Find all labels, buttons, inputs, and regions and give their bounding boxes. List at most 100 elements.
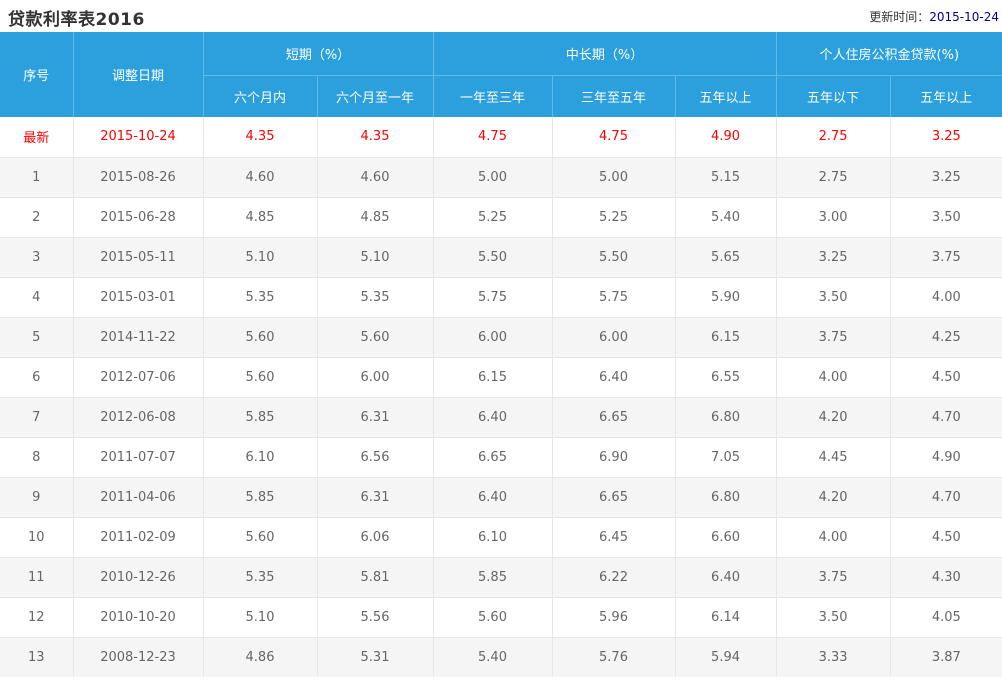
rate-cell: 5.76: [551, 636, 676, 677]
rate-row: 6 2012-07-06 5.60 6.00 6.15 6.40 6.55 4.00 4.50: [0, 356, 1002, 397]
rate-cell: 6.00: [316, 356, 434, 397]
rate-cell: 6.40: [674, 556, 777, 597]
update-time-value: 2015-10-24: [929, 10, 999, 24]
rate-cell: 6.40: [432, 476, 553, 517]
rate-cell: 5.10: [202, 236, 317, 277]
rate-cell: 4.00: [775, 356, 891, 397]
rate-cell: 6.40: [432, 396, 553, 437]
row-index-cell: 12: [0, 596, 73, 637]
rate-cell: 4.70: [889, 396, 1002, 437]
adjust-date-cell: 2015-10-24: [72, 117, 203, 157]
rate-cell: 4.45: [775, 436, 891, 477]
adjust-date-cell: 2015-08-26: [72, 156, 203, 197]
rate-cell: 4.60: [202, 156, 317, 197]
rate-cell: 4.50: [889, 356, 1002, 397]
rate-cell: 6.65: [432, 436, 553, 477]
row-index-cell: 8: [0, 436, 73, 477]
rate-cell: 5.25: [432, 196, 553, 237]
rate-cell: 6.40: [551, 356, 676, 397]
rate-cell: 6.65: [551, 476, 676, 517]
sub-column-header-4: 五年以上: [674, 74, 777, 117]
rate-cell: 4.60: [316, 156, 434, 197]
column-header-adjust-date: 调整日期: [72, 32, 203, 117]
sub-column-header-6: 五年以上: [889, 74, 1002, 117]
rate-cell: 3.50: [889, 196, 1002, 237]
rate-cell: 3.25: [889, 117, 1002, 157]
rate-cell: 2.75: [775, 117, 891, 157]
rate-cell: 5.10: [202, 596, 317, 637]
rate-cell: 5.85: [202, 396, 317, 437]
rate-row: 12 2010-10-20 5.10 5.56 5.60 5.96 6.14 3.50 4.05: [0, 596, 1002, 637]
rate-cell: 6.45: [551, 516, 676, 557]
adjust-date-cell: 2015-05-11: [72, 236, 203, 277]
group-header-mid-long-term: 中长期（%）: [432, 32, 777, 75]
rate-cell: 4.85: [316, 196, 434, 237]
rate-cell: 5.56: [316, 596, 434, 637]
rate-row: 1 2015-08-26 4.60 4.60 5.00 5.00 5.15 2.75 3.25: [0, 156, 1002, 197]
rate-cell: 4.90: [674, 117, 777, 157]
row-index-cell: 3: [0, 236, 73, 277]
rate-cell: 4.86: [202, 636, 317, 677]
row-index-cell: 2: [0, 196, 73, 237]
rate-cell: 6.22: [551, 556, 676, 597]
rate-row: 9 2011-04-06 5.85 6.31 6.40 6.65 6.80 4.20 4.70: [0, 476, 1002, 517]
rate-cell: 6.06: [316, 516, 434, 557]
sub-column-header-2: 一年至三年: [432, 74, 553, 117]
rate-cell: 3.87: [889, 636, 1002, 677]
rate-cell: 3.25: [775, 236, 891, 277]
rate-cell: 4.20: [775, 396, 891, 437]
rate-cell: 3.00: [775, 196, 891, 237]
table-header: 序号 调整日期 短期（%） 中长期（%） 个人住房公积金贷款(%) 六个月内 六个…: [0, 32, 1002, 117]
rate-cell: 4.85: [202, 196, 317, 237]
rate-cell: 3.50: [775, 276, 891, 317]
row-index-cell: 5: [0, 316, 73, 357]
row-index-cell: 11: [0, 556, 73, 597]
rate-cell: 4.90: [889, 436, 1002, 477]
rate-cell: 5.75: [432, 276, 553, 317]
adjust-date-cell: 2011-07-07: [72, 436, 203, 477]
rate-row: 11 2010-12-26 5.35 5.81 5.85 6.22 6.40 3.75 4.30: [0, 556, 1002, 597]
rate-cell: 6.00: [432, 316, 553, 357]
rate-cell: 5.75: [551, 276, 676, 317]
rate-cell: 4.25: [889, 316, 1002, 357]
rate-cell: 5.00: [551, 156, 676, 197]
rate-row: 5 2014-11-22 5.60 5.60 6.00 6.00 6.15 3.75 4.25: [0, 316, 1002, 357]
rate-cell: 6.10: [432, 516, 553, 557]
adjust-date-cell: 2012-06-08: [72, 396, 203, 437]
rate-cell: 3.75: [889, 236, 1002, 277]
rate-cell: 4.50: [889, 516, 1002, 557]
rate-cell: 5.40: [674, 196, 777, 237]
row-index-cell: 6: [0, 356, 73, 397]
rate-cell: 4.35: [316, 117, 434, 157]
rate-cell: 5.50: [551, 236, 676, 277]
rate-cell: 5.90: [674, 276, 777, 317]
rate-cell: 6.60: [674, 516, 777, 557]
row-index-cell: 10: [0, 516, 73, 557]
rate-cell: 5.96: [551, 596, 676, 637]
sub-column-header-0: 六个月内: [202, 74, 317, 117]
rate-cell: 5.60: [202, 356, 317, 397]
rate-cell: 3.50: [775, 596, 891, 637]
rate-cell: 6.00: [551, 316, 676, 357]
rate-cell: 5.60: [202, 516, 317, 557]
rate-cell: 5.60: [432, 596, 553, 637]
loan-rates-table: 序号 调整日期 短期（%） 中长期（%） 个人住房公积金贷款(%) 六个月内 六个…: [0, 32, 1002, 677]
rate-cell: 5.35: [316, 276, 434, 317]
group-header-housing-fund-loan: 个人住房公积金贷款(%): [775, 32, 1002, 75]
rate-row: 7 2012-06-08 5.85 6.31 6.40 6.65 6.80 4.20 4.70: [0, 396, 1002, 437]
rate-cell: 4.70: [889, 476, 1002, 517]
latest-rate-row: 最新 2015-10-24 4.35 4.35 4.75 4.75 4.90 2.75 3.25: [0, 117, 1002, 157]
rate-cell: 3.33: [775, 636, 891, 677]
rate-row: 10 2011-02-09 5.60 6.06 6.10 6.45 6.60 4.00 4.50: [0, 516, 1002, 557]
rate-cell: 6.80: [674, 396, 777, 437]
rate-cell: 4.35: [202, 117, 317, 157]
rate-cell: 4.75: [432, 117, 553, 157]
rate-cell: 6.80: [674, 476, 777, 517]
rate-cell: 4.75: [551, 117, 676, 157]
rate-cell: 5.94: [674, 636, 777, 677]
adjust-date-cell: 2010-12-26: [72, 556, 203, 597]
rate-cell: 5.85: [202, 476, 317, 517]
rate-cell: 3.25: [889, 156, 1002, 197]
rate-cell: 5.60: [202, 316, 317, 357]
rate-cell: 4.00: [889, 276, 1002, 317]
